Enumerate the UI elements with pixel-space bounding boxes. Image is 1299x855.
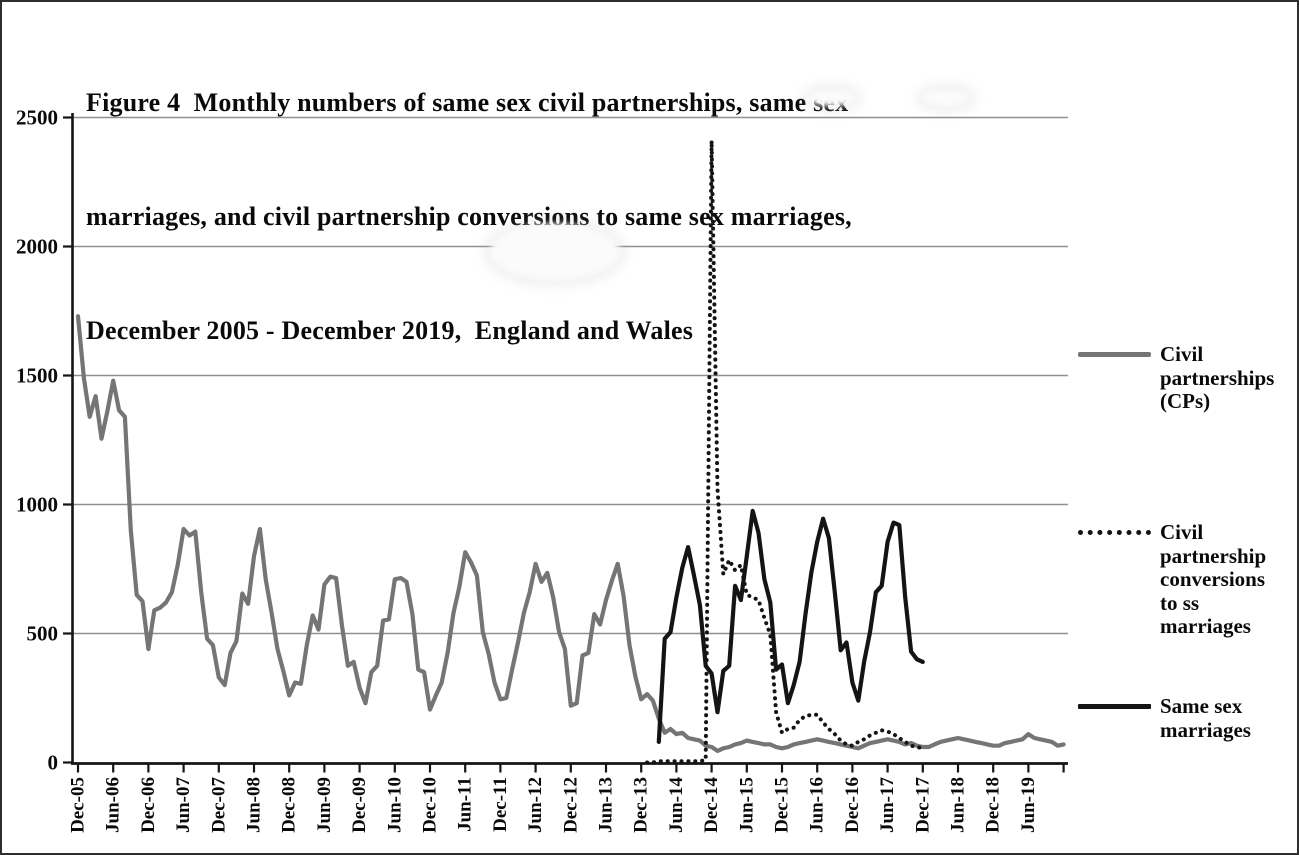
x-tick-label: Dec-09 bbox=[349, 777, 370, 833]
x-tick-label: Dec-17 bbox=[912, 777, 933, 833]
y-tick-label-2500: 2500 bbox=[16, 106, 58, 130]
y-tick-label-1500: 1500 bbox=[16, 364, 58, 388]
legend-key-dotted-line bbox=[1078, 530, 1151, 535]
legend-label-same-sex-marriages: Same sex marriages bbox=[1160, 694, 1251, 742]
x-tick-label: Jun-10 bbox=[384, 777, 405, 833]
x-tick-label: Jun-14 bbox=[666, 777, 687, 833]
legend-label-line: marriages bbox=[1160, 614, 1251, 638]
x-tick-label: Dec-11 bbox=[490, 777, 511, 832]
legend-key-solid-black-line bbox=[1078, 704, 1151, 709]
x-tick-label: Dec-08 bbox=[279, 777, 300, 833]
x-tick-label: Dec-12 bbox=[560, 777, 581, 833]
y-tick-label-0: 0 bbox=[48, 751, 59, 775]
title-line-3: December 2005 - December 2019, England a… bbox=[86, 316, 694, 345]
title-line-1: Figure 4 Monthly numbers of same sex civ… bbox=[86, 88, 849, 117]
x-tick-label: Dec-18 bbox=[983, 777, 1004, 833]
x-tick-label: Jun-06 bbox=[103, 777, 124, 833]
smudge-artifact-large bbox=[490, 224, 620, 280]
legend-item-same-sex-marriages: Same sex marriages bbox=[1078, 694, 1251, 742]
legend-label-civil-partnerships: Civil partnerships (CPs) bbox=[1160, 342, 1275, 414]
x-tick-label: Dec-14 bbox=[701, 777, 722, 833]
x-tick-label: Dec-10 bbox=[420, 777, 441, 833]
x-tick-label: Jun-07 bbox=[173, 777, 194, 833]
x-tick-label: Jun-17 bbox=[877, 777, 898, 833]
y-tick-label-500: 500 bbox=[27, 622, 59, 646]
x-tick-label: Jun-16 bbox=[807, 777, 828, 833]
legend-label-line: partnerships bbox=[1160, 365, 1275, 390]
y-tick-label-1000: 1000 bbox=[16, 493, 58, 517]
x-tick-label: Jun-19 bbox=[1018, 777, 1039, 833]
legend-label-line: Civil bbox=[1160, 520, 1204, 544]
x-tick-label: Jun-09 bbox=[314, 777, 335, 833]
x-tick-label: Dec-06 bbox=[138, 777, 159, 833]
x-tick-label: Dec-07 bbox=[208, 777, 229, 833]
figure-title: Figure 4 Monthly numbers of same sex civ… bbox=[86, 8, 852, 426]
legend-label-line: Civil bbox=[1160, 342, 1204, 366]
series-line-civil-partnerships-cps bbox=[75, 314, 1066, 754]
y-tick-label-2000: 2000 bbox=[16, 235, 58, 259]
legend-key-solid-gray-line bbox=[1078, 352, 1151, 357]
legend-item-cp-conversions: Civil partnership conversions to ss marr… bbox=[1078, 520, 1267, 639]
x-tick-label: Dec-13 bbox=[631, 777, 652, 833]
x-tick-label: Jun-11 bbox=[455, 777, 476, 832]
legend-label-line: conversions bbox=[1160, 567, 1265, 591]
legend-item-civil-partnerships: Civil partnerships (CPs) bbox=[1078, 342, 1275, 414]
x-tick-label: Jun-12 bbox=[525, 777, 546, 833]
x-tick-label: Dec-15 bbox=[772, 777, 793, 833]
x-tick-label: Jun-08 bbox=[244, 777, 265, 833]
legend-label-line: partnership bbox=[1160, 543, 1267, 568]
legend-label-cp-conversions: Civil partnership conversions to ss marr… bbox=[1160, 520, 1267, 639]
x-tick-label: Dec-05 bbox=[68, 777, 89, 833]
legend-label-line: (CPs) bbox=[1160, 389, 1211, 413]
smudge-artifact-small-1 bbox=[808, 90, 856, 106]
x-tick-label: Jun-15 bbox=[736, 777, 757, 833]
legend-label-line: marriages bbox=[1160, 717, 1251, 742]
legend-label-line: Same sex bbox=[1160, 694, 1243, 718]
x-tick-label: Dec-16 bbox=[842, 777, 863, 833]
legend-label-line: to ss bbox=[1160, 590, 1200, 615]
series-line-civil-partnership-conversions-to-ss-marriages bbox=[645, 138, 925, 765]
x-tick-label: Jun-18 bbox=[948, 777, 969, 833]
x-tick-label: Jun-13 bbox=[596, 777, 617, 833]
smudge-artifact-small-2 bbox=[922, 90, 970, 106]
series-line-same-sex-marriages bbox=[656, 508, 925, 745]
